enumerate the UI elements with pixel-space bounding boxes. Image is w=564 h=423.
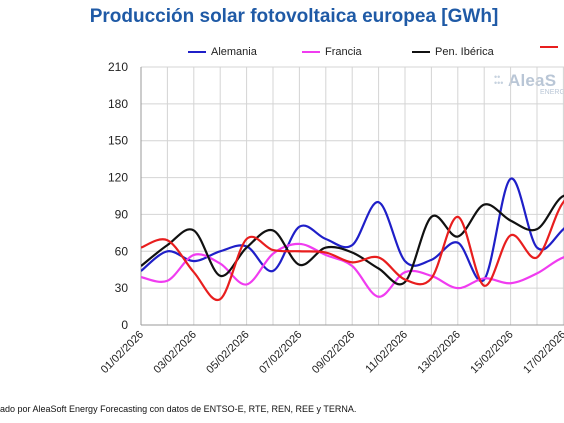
chart-legend: Alemania Francia Pen. Ibérica bbox=[0, 46, 564, 62]
logo-dots-icon: •• ••• bbox=[494, 72, 504, 88]
x-tick-label: 15/02/2026 bbox=[468, 329, 515, 376]
y-tick-label: 210 bbox=[108, 60, 128, 74]
x-tick-label: 05/02/2026 bbox=[204, 329, 251, 376]
legend-swatch-francia bbox=[302, 51, 320, 53]
y-tick-label: 90 bbox=[115, 207, 129, 221]
y-tick-label: 60 bbox=[115, 244, 129, 258]
y-tick-label: 0 bbox=[121, 318, 128, 332]
chart-series bbox=[141, 177, 564, 302]
y-tick-label: 180 bbox=[108, 97, 128, 111]
legend-item-pen-iberica: Pen. Ibérica bbox=[412, 46, 494, 58]
legend-item-series-4 bbox=[540, 46, 563, 48]
series-line-series-4 bbox=[141, 199, 564, 302]
series-line-francia bbox=[141, 242, 564, 298]
legend-item-alemania: Alemania bbox=[188, 46, 257, 58]
y-axis-labels: 0 30 60 90 120 150 180 210 bbox=[108, 60, 128, 332]
series-line-alemania bbox=[141, 177, 564, 283]
legend-swatch-series-4 bbox=[540, 46, 558, 48]
legend-label-francia: Francia bbox=[325, 46, 362, 58]
logo-brand-text: AleaS bbox=[508, 71, 557, 90]
x-tick-label: 17/02/2026 bbox=[521, 329, 564, 376]
x-tick-label: 13/02/2026 bbox=[416, 329, 463, 376]
legend-item-francia: Francia bbox=[302, 46, 362, 58]
series-line-pen-ib-rica bbox=[141, 194, 564, 286]
legend-swatch-alemania bbox=[188, 51, 206, 53]
chart-title: Producción solar fotovoltaica europea [G… bbox=[89, 6, 499, 27]
y-tick-label: 120 bbox=[108, 171, 128, 185]
source-footnote: ado por AleaSoft Energy Forecasting con … bbox=[0, 404, 357, 414]
legend-swatch-pen-iberica bbox=[412, 51, 430, 53]
x-tick-label: 01/02/2026 bbox=[99, 329, 146, 376]
legend-label-pen-iberica: Pen. Ibérica bbox=[435, 46, 494, 58]
x-tick-label: 11/02/2026 bbox=[363, 329, 410, 376]
chart-axes bbox=[140, 67, 564, 326]
y-tick-label: 30 bbox=[115, 281, 129, 295]
x-axis-labels: 01/02/2026 03/02/2026 05/02/2026 07/02/2026… bbox=[99, 329, 564, 376]
line-chart: 0 30 60 90 120 150 180 210 01/02/2026 03/02/2026… bbox=[99, 60, 564, 376]
y-tick-label: 150 bbox=[108, 134, 128, 148]
logo-sub-text: ENERG bbox=[540, 89, 564, 96]
x-tick-label: 09/02/2026 bbox=[310, 329, 357, 376]
aleasoft-logo: •• ••• AleaS ENERG bbox=[494, 71, 564, 97]
x-tick-label: 03/02/2026 bbox=[152, 329, 199, 376]
legend-label-alemania: Alemania bbox=[211, 46, 257, 58]
x-tick-label: 07/02/2026 bbox=[257, 329, 304, 376]
